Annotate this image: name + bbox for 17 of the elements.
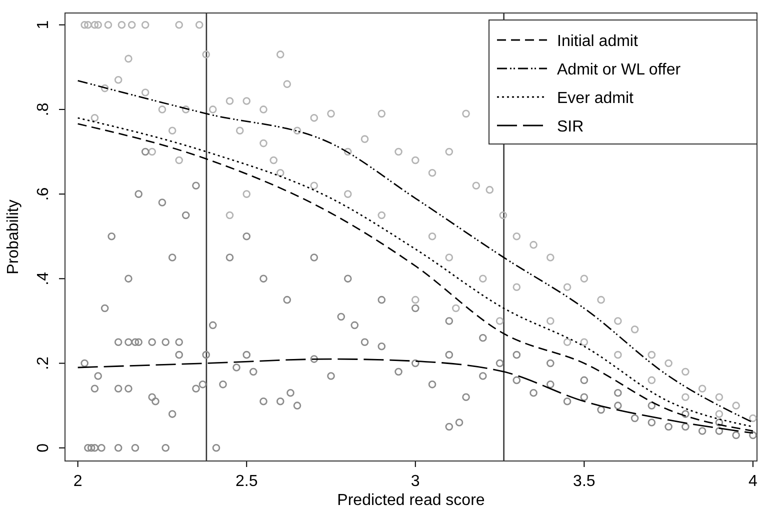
legend-label: Admit or WL offer (557, 62, 682, 78)
x-tick-label: 2 (73, 473, 82, 490)
y-axis-title: Probability (5, 200, 22, 274)
y-tick-label: .2 (35, 356, 52, 370)
x-tick-label: 3 (410, 473, 420, 490)
y-tick-label: .8 (35, 102, 52, 116)
x-tick-label: 2.5 (235, 473, 258, 490)
legend-label: Ever admit (557, 90, 634, 107)
x-axis-title: Predicted read score (337, 492, 485, 509)
legend-label: Initial admit (557, 33, 638, 50)
y-tick-label: .6 (35, 187, 52, 201)
y-tick-label: 0 (35, 443, 52, 452)
x-tick-label: 3.5 (573, 473, 596, 490)
y-tick-label: 1 (35, 20, 52, 30)
legend-label: SIR (557, 118, 584, 136)
y-tick-label: .4 (35, 272, 52, 286)
x-tick-label: 4 (748, 473, 758, 490)
